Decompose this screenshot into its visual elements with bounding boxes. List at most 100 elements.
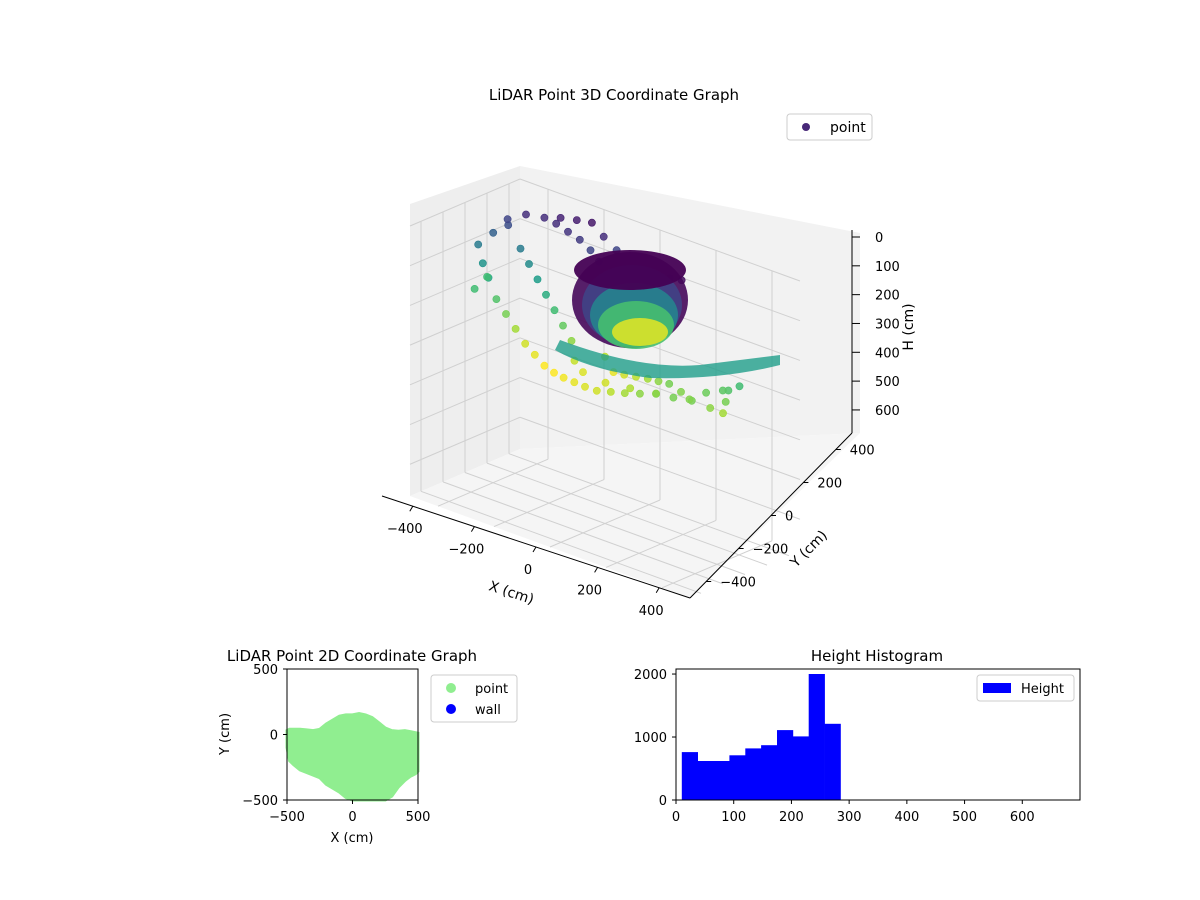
- x-axis-label-2d: X (cm): [331, 831, 374, 846]
- grid-y-floor-0: [420, 490, 702, 594]
- h-tick-label-3d-3: 300: [875, 317, 900, 332]
- h-tick-label-3d-4: 400: [875, 346, 900, 361]
- grid-3d: [409, 178, 801, 594]
- h-axis-label-3d: H (cm): [901, 303, 917, 350]
- x-tick-label-2d-2: 500: [406, 810, 431, 825]
- point-3d: [719, 409, 727, 418]
- hist-x-tick-label-6: 600: [1010, 810, 1035, 825]
- point-3d: [559, 373, 568, 382]
- x-tick-label-3d-0: −400: [387, 522, 423, 537]
- grid-y-floor-1: [442, 481, 724, 585]
- hist-y-tick-label-0: 0: [659, 794, 667, 809]
- point-3d: [556, 213, 565, 222]
- point-3d: [601, 378, 610, 387]
- point-3d: [677, 387, 685, 396]
- histogram-bar: [729, 755, 746, 800]
- x-tick-label-3d-4: 400: [639, 604, 664, 619]
- hist-x-tick-label-1: 100: [721, 810, 746, 825]
- point-3d: [702, 388, 710, 397]
- y-axis-label-3d: Y (cm): [787, 528, 831, 572]
- point-3d: [552, 219, 561, 228]
- hist-x-tick-label-2: 200: [779, 810, 804, 825]
- x-tick-label-2d-1: 0: [348, 810, 356, 825]
- x-axis-label-3d: X (cm): [487, 578, 536, 608]
- h-tick-label-3d-1: 100: [875, 260, 900, 275]
- histogram-bar: [761, 745, 778, 800]
- y-tick-label-2d-2: 500: [253, 663, 278, 678]
- plot-3d-title: LiDAR Point 3D Coordinate Graph: [489, 86, 739, 104]
- histogram-bar: [745, 748, 762, 800]
- histogram-bar: [824, 723, 841, 800]
- grid-h-left-6: [409, 416, 521, 465]
- point-3d: [592, 386, 601, 395]
- point-3d: [588, 218, 596, 227]
- dome-top-3d: [574, 250, 686, 290]
- legend-histogram-box: [976, 674, 1075, 702]
- y-tick-label-2d-0: −500: [242, 794, 278, 809]
- point-3d: [502, 310, 510, 318]
- point-3d: [654, 377, 663, 386]
- point-3d: [521, 339, 530, 348]
- grid-h-left-0: [409, 178, 521, 227]
- plot-2d: LiDAR Point 2D Coordinate Graph −500 0 500…: [218, 647, 518, 846]
- hist-x-tick-label-4: 400: [894, 810, 919, 825]
- ticks-3d: −400 −200 0 200 400 −400 −200 0 200 400 0 100 200 300…: [387, 231, 900, 619]
- point-3d: [575, 235, 584, 244]
- point-3d: [735, 382, 744, 391]
- point-3d: [636, 389, 644, 398]
- y-tick-label-3d-1: −200: [753, 543, 789, 558]
- point-3d: [492, 295, 501, 303]
- point-3d: [599, 232, 608, 241]
- y-tick-label-2d-1: 0: [270, 729, 278, 744]
- point-3d: [620, 389, 629, 397]
- y-tick-label-3d-0: −400: [720, 576, 756, 591]
- legend-histogram-swatch: [983, 683, 1011, 693]
- floor-band-3d: [555, 340, 780, 379]
- floor-pane: [410, 433, 860, 598]
- point-3d: [579, 368, 587, 376]
- ticks-2d: −500 0 500 −500 0 500: [242, 663, 430, 825]
- point-3d: [685, 395, 694, 404]
- point-3d: [606, 387, 615, 396]
- point-3d: [581, 382, 589, 391]
- grid-y-floor-2: [464, 472, 746, 575]
- hist-y-tick-label-1: 1000: [634, 731, 667, 746]
- point-3d: [470, 284, 479, 293]
- histogram-frame: [675, 668, 1081, 801]
- grid-y-floor-4: [508, 453, 790, 557]
- point-3d: [550, 306, 559, 315]
- x-tick-mark-3d-2: [532, 546, 537, 553]
- point-3d: [559, 321, 567, 330]
- grid-h-back-5: [519, 377, 801, 480]
- legend-2d-marker-point: [446, 683, 456, 693]
- hist-y-tick-label-2: 2000: [634, 668, 667, 683]
- legend-3d-label-point: point: [830, 120, 866, 136]
- point-3d: [540, 213, 549, 222]
- grid-h-left-5: [409, 377, 521, 425]
- hist-x-tick-label-0: 0: [672, 810, 680, 825]
- histogram-bar: [777, 730, 794, 800]
- point-cloud-2d: [285, 711, 420, 802]
- histogram-bar: [808, 674, 825, 800]
- histogram-bar: [713, 761, 730, 800]
- histogram-title: Height Histogram: [811, 647, 943, 665]
- point-3d: [489, 228, 498, 237]
- legend-2d: point wall: [430, 674, 518, 723]
- point-3d: [626, 384, 635, 393]
- x-tick-label-3d-1: −200: [449, 543, 485, 558]
- x-tick-mark-3d-0: [409, 505, 414, 512]
- grid-h-back-3: [519, 297, 801, 401]
- x-tick-label-2d-0: −500: [269, 810, 305, 825]
- plot-3d: LiDAR Point 3D Coordinate Graph −400 −200…: [381, 86, 917, 619]
- histogram-bar: [681, 752, 698, 800]
- points-3d-group: [470, 210, 780, 418]
- hist-x-tick-label-5: 500: [952, 810, 977, 825]
- grid-h-back-6: [519, 416, 801, 520]
- grid-h-left-4: [409, 337, 521, 386]
- point-3d: [550, 368, 558, 377]
- point-3d: [530, 350, 539, 359]
- point-3d: [669, 393, 678, 402]
- hist-x-tick-label-3: 300: [837, 810, 862, 825]
- histogram-bars: [681, 674, 841, 800]
- legend-3d-box: [786, 113, 873, 141]
